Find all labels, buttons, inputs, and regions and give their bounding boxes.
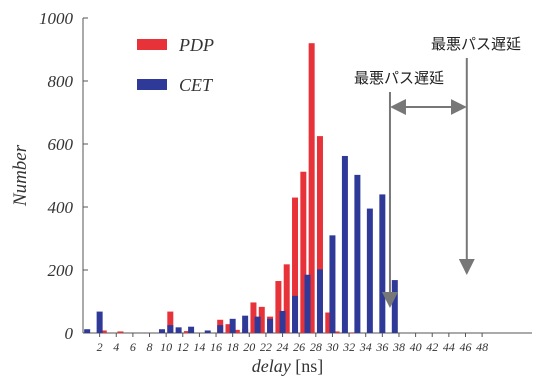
x-tick-label: 28 <box>310 340 322 354</box>
x-tick-label: 10 <box>160 340 172 354</box>
x-tick-label: 6 <box>130 340 136 354</box>
bar-cet <box>204 330 211 333</box>
annotation-label-cet: 最悪パス遅延 <box>431 35 521 53</box>
x-tick-label: 16 <box>210 340 222 354</box>
bar-cet <box>254 316 261 333</box>
bar-cet <box>84 329 91 333</box>
x-tick-label: 36 <box>375 340 388 354</box>
x-tick-label: 14 <box>193 340 205 354</box>
y-tick-label: 0 <box>65 324 74 343</box>
x-tick-label: 34 <box>359 340 372 354</box>
x-tick-label: 30 <box>325 340 338 354</box>
bar-pdp <box>300 171 307 333</box>
x-tick-label: 20 <box>243 340 255 354</box>
bar-cet <box>175 327 182 333</box>
bar-cet <box>188 326 195 333</box>
x-tick-label: 26 <box>293 340 305 354</box>
bar-cet <box>391 280 398 333</box>
bar-cet <box>329 235 336 333</box>
bar-pdp <box>250 302 257 333</box>
x-tick-label: 38 <box>392 340 405 354</box>
annotation-label-pdp: 最悪パス遅延 <box>354 69 444 87</box>
bar-pdp <box>283 264 290 333</box>
x-tick-label: 4 <box>113 340 119 354</box>
x-tick-label: 22 <box>260 340 272 354</box>
x-tick-label: 24 <box>277 340 289 354</box>
bar-pdp <box>350 332 357 333</box>
bar-cet <box>242 315 249 333</box>
bar-cet <box>229 318 236 333</box>
bar-cet <box>267 318 274 333</box>
bar-cet <box>366 208 373 333</box>
bar-pdp <box>233 329 240 333</box>
bar-cet <box>279 310 286 333</box>
x-tick-label: 8 <box>147 340 153 354</box>
bar-pdp <box>325 312 332 333</box>
bar-cet <box>167 325 174 333</box>
bar-cet <box>379 194 386 333</box>
bar-pdp <box>292 197 299 333</box>
bar-pdp <box>275 281 282 333</box>
x-axis-label-unit: [ns] <box>291 356 324 376</box>
x-tick-label: 2 <box>97 340 103 354</box>
legend-swatch-cet <box>137 79 167 90</box>
x-tick-label: 32 <box>342 340 355 354</box>
legend-swatch-pdp <box>137 39 167 50</box>
x-axis-label: delay [ns] <box>252 356 323 376</box>
bar-pdp <box>183 331 190 333</box>
bar-cet <box>292 295 299 333</box>
bar-pdp <box>225 324 232 333</box>
x-tick-label: 44 <box>443 340 455 354</box>
y-tick-label: 400 <box>48 198 74 217</box>
bar-cet <box>341 155 348 333</box>
x-tick-label: 46 <box>459 340 471 354</box>
y-tick-label: 800 <box>48 72 74 91</box>
x-tick-label: 40 <box>410 340 422 354</box>
bar-pdp <box>167 311 174 333</box>
x-tick-label: 48 <box>476 340 488 354</box>
bar-cet <box>316 269 323 333</box>
bar-cet <box>354 174 361 333</box>
bar-pdp <box>316 136 323 333</box>
bar-cet <box>158 329 165 333</box>
bar-cet <box>217 325 224 333</box>
bar-pdp <box>333 331 340 333</box>
y-tick-label: 600 <box>48 135 74 154</box>
x-tick-label: 18 <box>227 340 239 354</box>
bar-pdp <box>117 331 124 333</box>
y-tick-label: 200 <box>48 261 74 280</box>
x-tick-label: 12 <box>177 340 189 354</box>
bar-pdp <box>100 330 107 333</box>
x-tick-label: 42 <box>426 340 438 354</box>
bar-pdp <box>258 306 265 333</box>
y-axis-label: Number <box>10 144 31 207</box>
x-axis-label-variable: delay <box>252 356 291 376</box>
bar-cet <box>304 274 311 333</box>
bar-pdp <box>308 43 315 333</box>
bar-cet <box>96 311 103 333</box>
legend-label-pdp: PDP <box>178 35 214 55</box>
legend-label-cet: CET <box>179 75 214 95</box>
y-tick-label: 1000 <box>39 9 74 28</box>
